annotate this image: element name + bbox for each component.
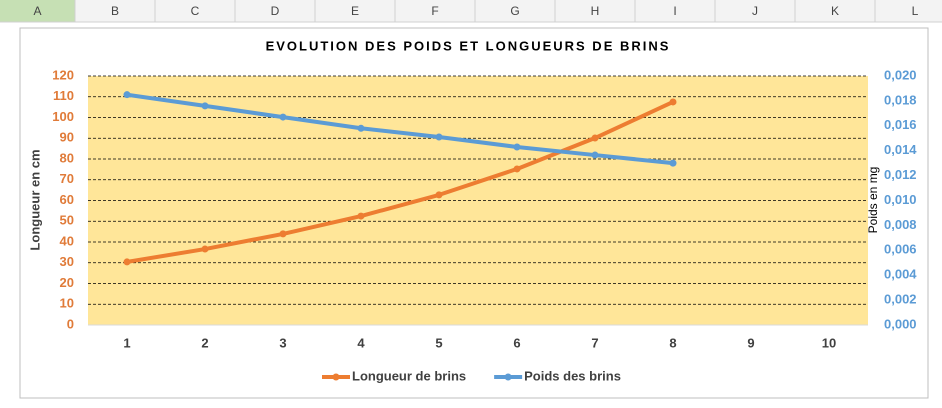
x-tick-label: 6 [513, 335, 520, 350]
y2-tick-label: 0,008 [884, 217, 917, 232]
y2-tick-label: 0,020 [884, 67, 917, 82]
y-tick-label: 50 [60, 213, 74, 228]
y-tick-label: 100 [52, 109, 74, 124]
x-tick-label: 3 [279, 335, 286, 350]
x-tick-label: 5 [435, 335, 442, 350]
y2-tick-label: 0,018 [884, 92, 917, 107]
column-header[interactable]: A [33, 4, 41, 18]
series-marker [435, 191, 443, 199]
y2-tick-label: 0,000 [884, 316, 917, 331]
selected-column[interactable] [0, 0, 75, 22]
y2-tick-label: 0,012 [884, 167, 917, 182]
y-tick-label: 10 [60, 296, 74, 311]
column-header[interactable]: C [191, 4, 200, 18]
y-tick-label: 60 [60, 192, 74, 207]
x-tick-label: 2 [201, 335, 208, 350]
x-tick-label: 4 [357, 335, 365, 350]
series-marker [669, 98, 677, 106]
y-tick-label: 70 [60, 171, 74, 186]
series-marker [357, 212, 365, 220]
y-tick-label: 30 [60, 254, 74, 269]
series-marker [279, 113, 287, 121]
series-marker [591, 151, 599, 159]
legend-label: Poids des brins [524, 368, 621, 383]
column-header[interactable]: D [271, 4, 280, 18]
y-tick-label: 20 [60, 275, 74, 290]
x-tick-label: 9 [747, 335, 754, 350]
y2-tick-label: 0,016 [884, 117, 917, 132]
chart-title: EVOLUTION DES POIDS ET LONGUEURS DE BRIN… [266, 38, 671, 53]
y2-tick-label: 0,004 [884, 267, 917, 282]
column-header[interactable]: E [351, 4, 359, 18]
x-tick-label: 7 [591, 335, 598, 350]
column-header[interactable]: B [111, 4, 119, 18]
series-marker [201, 102, 209, 110]
y-axis-title: Longueur en cm [27, 149, 42, 250]
series-marker [435, 133, 443, 141]
y-tick-label: 110 [53, 88, 74, 103]
y-tick-label: 80 [60, 150, 74, 165]
legend-marker [332, 373, 340, 381]
y2-tick-label: 0,006 [884, 242, 917, 257]
y-tick-label: 120 [52, 67, 74, 82]
series-marker [513, 143, 521, 151]
column-header[interactable]: J [752, 4, 758, 18]
series-marker [669, 159, 677, 167]
legend-marker [504, 373, 512, 381]
series-marker [513, 165, 521, 173]
column-header-bar [0, 0, 942, 22]
legend-label: Longueur de brins [352, 368, 466, 383]
y-tick-label: 0 [67, 316, 74, 331]
series-marker [123, 258, 131, 266]
x-tick-label: 8 [669, 335, 676, 350]
series-marker [357, 124, 365, 132]
series-marker [201, 245, 209, 253]
y-tick-label: 40 [60, 233, 74, 248]
y-tick-label: 90 [60, 130, 74, 145]
y2-tick-label: 0,014 [884, 142, 917, 157]
series-line [125, 92, 675, 166]
y2-tick-label: 0,010 [884, 192, 917, 207]
column-header[interactable]: G [510, 4, 519, 18]
x-tick-label: 1 [123, 335, 130, 350]
column-header[interactable]: L [912, 4, 919, 18]
column-header[interactable]: I [673, 4, 676, 18]
column-header[interactable]: K [831, 4, 839, 18]
series-line [125, 99, 675, 264]
column-header[interactable]: H [591, 4, 600, 18]
series-marker [123, 91, 131, 99]
y2-tick-label: 0,002 [884, 292, 917, 307]
x-tick-label: 10 [822, 335, 836, 350]
y2-axis-title: Poids en mg [866, 167, 880, 234]
series-marker [591, 134, 599, 142]
series-marker [279, 230, 287, 238]
column-header[interactable]: F [431, 4, 438, 18]
